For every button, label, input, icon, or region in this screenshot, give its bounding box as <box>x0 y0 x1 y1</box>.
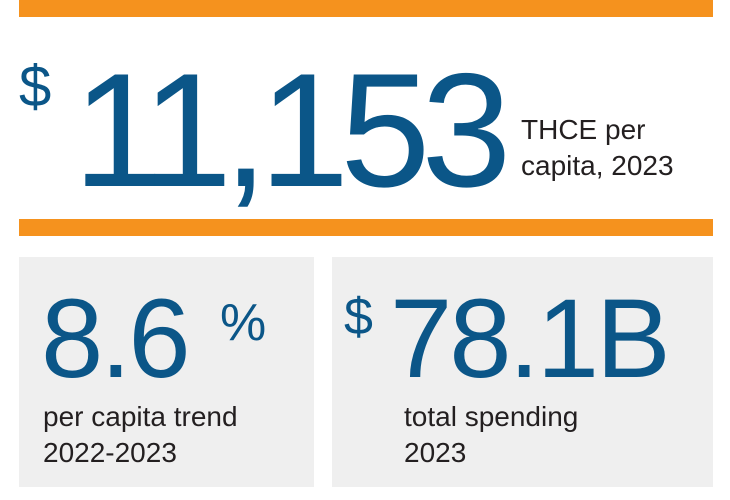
top-accent-bar <box>19 0 713 17</box>
spending-stat-card: $ 78.1B total spending 2023 <box>332 257 713 487</box>
hero-label-line1: THCE per <box>521 114 646 145</box>
spending-value: 78.1B <box>390 276 671 401</box>
hero-label-line2: capita, 2023 <box>521 150 674 182</box>
trend-value: 8.6 <box>41 276 191 401</box>
trend-label-line2: 2022-2023 <box>43 437 177 469</box>
hero-value: 11,153 <box>73 40 511 221</box>
spending-label-line1: total spending <box>404 401 579 432</box>
percent-sign: % <box>220 294 267 352</box>
spending-currency-symbol: $ <box>344 288 373 346</box>
middle-accent-bar <box>19 219 713 236</box>
trend-stat-card: 8.6 % per capita trend 2022-2023 <box>19 257 314 487</box>
spending-label-line2: 2023 <box>404 437 467 469</box>
hero-label: THCE per capita, 2023 <box>521 112 711 185</box>
trend-label: per capita trend 2022-2023 <box>43 399 303 472</box>
hero-currency-symbol: $ <box>19 54 52 119</box>
trend-label-line1: per capita trend <box>43 401 238 432</box>
spending-label: total spending 2023 <box>404 399 704 472</box>
headline-stat: $ 11,153 THCE per capita, 2023 <box>19 40 713 221</box>
